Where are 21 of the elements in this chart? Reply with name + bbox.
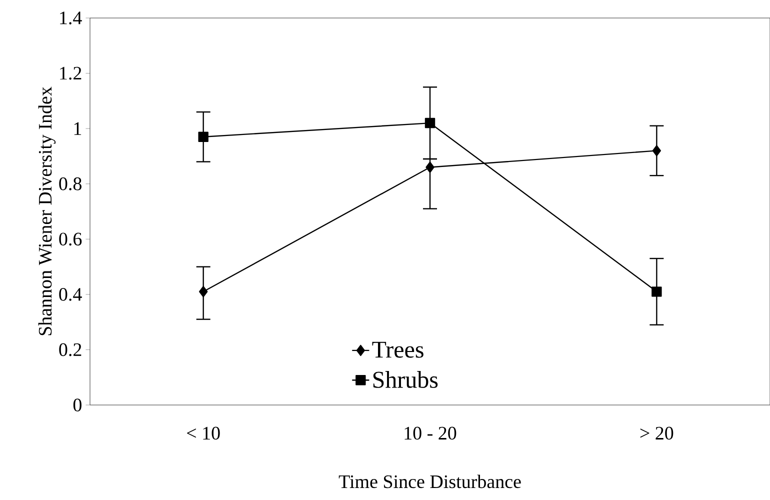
y-tick-label: 0.4 xyxy=(59,288,82,301)
x-axis-title: Time Since Disturbance xyxy=(338,474,521,488)
point xyxy=(652,145,662,156)
y-tick-label: 1 xyxy=(74,122,82,135)
x-tick-label: > 20 xyxy=(640,426,674,440)
y-tick-label: 0.8 xyxy=(59,177,82,190)
point xyxy=(424,118,436,128)
y-axis-title: Shannon Wiener Diversity Index xyxy=(38,86,56,336)
y-tick-label: 1.4 xyxy=(60,12,82,24)
y-tick-label: 0.2 xyxy=(59,343,82,356)
y-tick-label: 0 xyxy=(73,398,82,412)
x-tick-label: 10 - 20 xyxy=(404,426,456,440)
point xyxy=(652,286,662,297)
legend-label: Trees xyxy=(372,342,424,358)
point xyxy=(198,132,208,142)
x-tick-label: < 10 xyxy=(187,426,220,440)
y-tick-label: 0.6 xyxy=(59,232,82,246)
point xyxy=(198,286,208,298)
legend-label: Shrubs xyxy=(373,371,438,388)
y-tick-label: 1.2 xyxy=(60,66,82,80)
point xyxy=(426,162,434,173)
